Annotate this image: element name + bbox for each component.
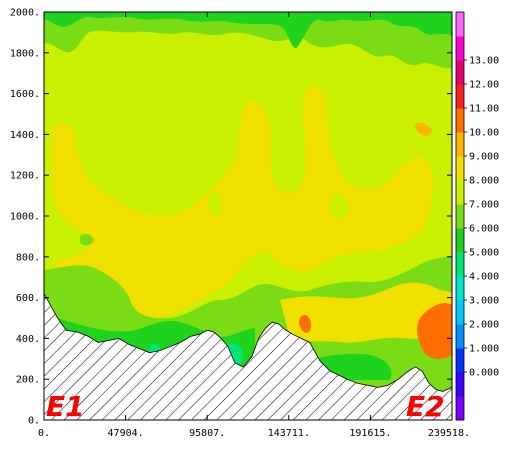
terrain: [43, 291, 453, 421]
colorbar-segment: [456, 132, 464, 157]
y-tick-label: 2000.: [10, 8, 40, 19]
colorbar-label: 5.000: [469, 248, 499, 259]
label-e1: E1: [46, 390, 85, 423]
colorbar-label: 3.000: [469, 296, 499, 307]
colorbar-label: 12.00: [469, 80, 499, 91]
label-e2: E2: [406, 390, 445, 423]
colorbar-segment: [456, 228, 464, 253]
contour-band-7-patch: [208, 191, 222, 217]
colorbar-segment: [456, 36, 464, 61]
colorbar-segment: [456, 396, 464, 421]
contour-band-9-low: [280, 282, 452, 343]
colorbar-segment: [456, 324, 464, 349]
y-tick-label: 1200.: [10, 171, 40, 182]
colorbar-label: 11.00: [469, 104, 499, 115]
colorbar-segment: [456, 12, 464, 37]
colorbar-frame: [455, 11, 465, 421]
x-tick-label: 47904.: [108, 428, 144, 439]
colorbar-label: 1.000: [469, 344, 499, 355]
colorbar-segment: [456, 180, 464, 205]
x-tick-label: 95807.: [189, 428, 225, 439]
y-tick-label: 200.: [16, 375, 40, 386]
contour-band-10-patch: [417, 303, 452, 360]
contour-band-9-main: [50, 85, 433, 327]
colorbar-label: 6.000: [469, 224, 499, 235]
colorbar-label: 4.000: [469, 272, 499, 283]
x-tick-label: 143711.: [268, 428, 310, 439]
colorbar-label: 0.000: [469, 368, 499, 379]
contour-band-10-patch: [298, 314, 312, 333]
colorbar-label: 10.00: [469, 128, 499, 139]
y-tick-label: 800.: [16, 252, 40, 263]
x-tick-label: 191615.: [349, 428, 391, 439]
contour-band-7-top: [44, 12, 452, 69]
x-tick-label: 239518.: [428, 428, 470, 439]
y-tick-label: 1800.: [10, 48, 40, 59]
colorbar-segment: [456, 300, 464, 325]
x-tick-label: 0.: [38, 428, 50, 439]
y-tick-label: 1600.: [10, 89, 40, 100]
colorbar-segment: [456, 276, 464, 301]
y-axis: 0. 200. 400. 600. 800. 1000. 1200. 1400. 1600. 18…: [10, 8, 452, 427]
colorbar: 0.000 1.000 2.000 3.000 4.000 5.000 6.000 7.000…: [455, 11, 499, 421]
colorbar-label: 8.000: [469, 176, 499, 187]
colorbar-segment: [456, 372, 464, 397]
colorbar-segment: [456, 84, 464, 109]
colorbar-label: 7.000: [469, 200, 499, 211]
colorbar-label: 2.000: [469, 320, 499, 331]
colorbar-label: 13.00: [469, 56, 499, 67]
y-tick-label: 400.: [16, 334, 40, 345]
contour-band-7-patch: [329, 194, 349, 220]
colorbar-segment: [456, 204, 464, 229]
contour-band-6-top: [44, 12, 452, 49]
colorbar-segment: [456, 156, 464, 181]
y-tick-label: 1000.: [10, 212, 40, 223]
contour-band-6-patch: [80, 233, 94, 246]
contour-band-9-patch: [414, 122, 432, 136]
colorbar-label: 9.000: [469, 152, 499, 163]
y-tick-label: 0.: [28, 416, 40, 427]
colorbar-segment: [456, 252, 464, 277]
x-axis: 0. 47904. 95807. 143711. 191615. 239518.: [38, 12, 470, 439]
colorbar-segment: [456, 348, 464, 373]
y-tick-label: 1400.: [10, 130, 40, 141]
colorbar-segment: [456, 108, 464, 133]
colorbar-segment: [456, 60, 464, 85]
y-tick-label: 600.: [16, 293, 40, 304]
